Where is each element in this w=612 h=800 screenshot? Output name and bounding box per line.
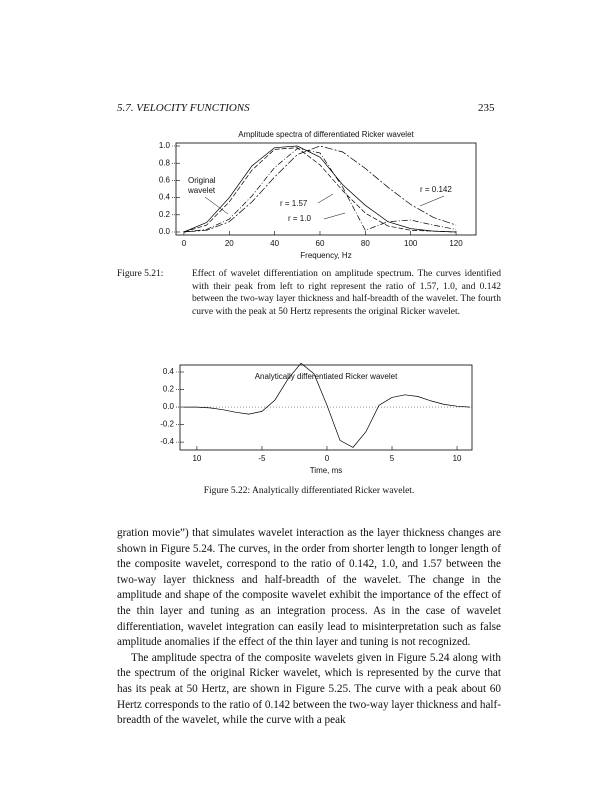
caption-text: Analytically differentiated Ricker wavel… — [252, 486, 415, 496]
curve — [183, 148, 457, 233]
paragraph: gration movie”) that simulates wavelet i… — [117, 527, 501, 649]
plot-frame — [179, 364, 473, 451]
y-tick-label: 0.0 — [159, 227, 171, 236]
running-head: 5.7. VELOCITY FUNCTIONS — [117, 102, 250, 114]
y-tick-label: 0.0 — [163, 402, 175, 411]
leader-line — [204, 196, 229, 215]
x-tick-label: 40 — [270, 239, 279, 248]
x-tick-label: 0 — [182, 239, 187, 248]
y-tick-label: 0.4 — [159, 193, 171, 202]
leader-line — [419, 195, 445, 207]
y-tick-label: 0.2 — [159, 210, 171, 219]
caption-label: Figure 5.22: — [203, 486, 251, 496]
y-tick-label: 1.0 — [159, 141, 171, 150]
annotation: r = 1.0 — [288, 214, 311, 223]
page-number: 235 — [478, 102, 495, 114]
x-tick-label: 10 — [192, 454, 201, 463]
curve — [183, 145, 457, 233]
paragraph: The amplitude spectra of the composite w… — [117, 651, 501, 727]
x-tick-label: 10 — [453, 454, 462, 463]
leader-line — [317, 193, 334, 204]
x-tick-label: 100 — [404, 239, 418, 248]
curve — [183, 145, 457, 233]
x-axis-label: Frequency, Hz — [300, 251, 351, 260]
caption-label: Figure 5.21: — [117, 269, 164, 279]
caption-text: Effect of wavelet differentiation on amp… — [192, 269, 501, 317]
x-tick-label: 80 — [361, 239, 370, 248]
y-tick-label: -0.4 — [160, 437, 174, 446]
caption: Figure 5.22: Analytically differentiated… — [117, 485, 501, 498]
y-tick-label: 0.4 — [163, 367, 175, 376]
curve — [183, 147, 457, 233]
chart-title: Amplitude spectra of differentiated Rick… — [238, 130, 414, 139]
x-tick-label: 20 — [225, 239, 234, 248]
chart-title: Analytically differentiated Ricker wavel… — [255, 372, 398, 381]
annotation: r = 0.142 — [420, 185, 452, 194]
leader-line — [323, 212, 346, 220]
x-tick-label: 0 — [325, 454, 330, 463]
caption: Figure 5.21: Effect of wavelet different… — [117, 268, 501, 318]
y-tick-label: 0.2 — [163, 385, 175, 394]
annotation: r = 1.57 — [280, 199, 308, 208]
annotation: wavelet — [187, 186, 216, 195]
y-tick-label: 0.6 — [159, 176, 171, 185]
x-tick-label: 120 — [449, 239, 463, 248]
curve — [183, 362, 471, 448]
plot-frame — [175, 142, 477, 236]
x-axis-label: Time, ms — [310, 466, 343, 475]
y-tick-label: 0.8 — [159, 158, 171, 167]
y-tick-label: -0.2 — [160, 420, 174, 429]
x-tick-label: -5 — [258, 454, 266, 463]
x-tick-label: 60 — [316, 239, 325, 248]
annotation: Original — [188, 176, 216, 185]
body-text: gration movie”) that simulates wavelet i… — [117, 526, 501, 729]
x-tick-label: 5 — [390, 454, 395, 463]
